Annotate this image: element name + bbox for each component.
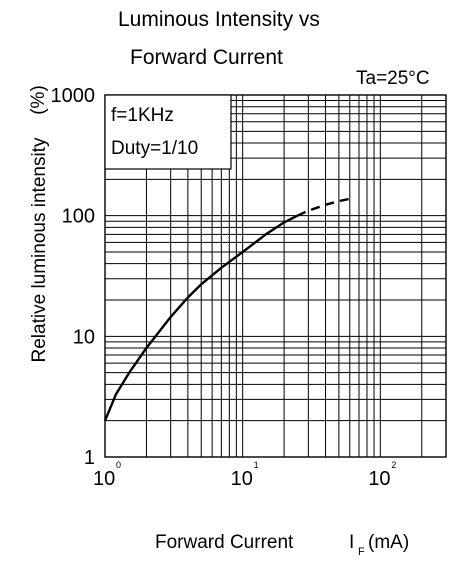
x-tick-exponent: 1 <box>254 460 259 470</box>
x-tick-label: 10 <box>231 468 253 490</box>
annotation-text: f=1KHz <box>111 105 174 126</box>
x-axis-unit-subscript: F <box>358 546 365 558</box>
curve-solid <box>103 214 298 422</box>
y-tick-label: 100 <box>62 206 95 228</box>
y-tick-label: 10 <box>73 326 95 348</box>
curve-dashed <box>296 197 351 217</box>
x-axis-label: Forward Current <box>155 532 294 553</box>
chart-title-line-2: Forward Current <box>130 46 283 69</box>
annotation-box <box>104 94 232 170</box>
y-tick-label: 1 <box>84 447 95 469</box>
plot-frame <box>104 94 447 458</box>
temperature-condition: Ta=25°C <box>356 68 430 89</box>
x-tick-label: 10 <box>93 468 115 490</box>
x-axis-unit-mA: (mA) <box>368 532 410 553</box>
y-tick-label: 1000 <box>51 85 96 107</box>
x-tick-exponent: 0 <box>116 460 121 470</box>
chart-title-line-1: Luminous Intensity vs <box>118 8 320 31</box>
x-tick-label: 10 <box>368 468 390 490</box>
x-tick-exponent: 2 <box>391 460 396 470</box>
x-axis-unit-symbol: I <box>349 532 355 553</box>
annotation-text: Duty=1/10 <box>111 138 198 159</box>
